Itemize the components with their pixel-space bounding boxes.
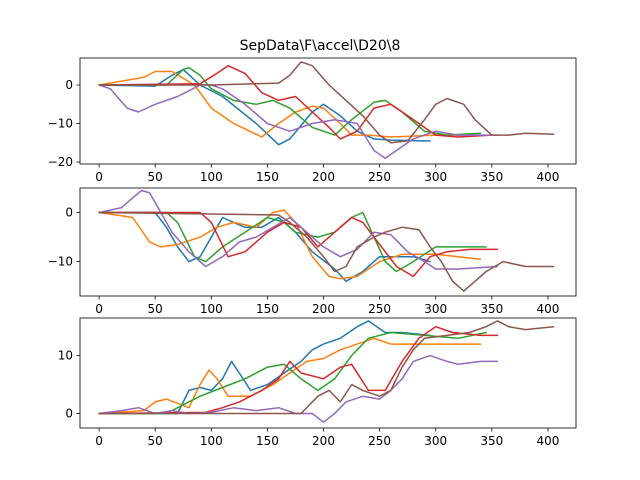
y-tick-label: −10 <box>48 117 73 131</box>
x-tick-label: 300 <box>424 302 447 316</box>
y-tick-label: −20 <box>48 155 73 169</box>
x-tick-label: 50 <box>148 434 163 448</box>
x-tick-label: 400 <box>536 434 559 448</box>
y-tick-label: 10 <box>58 349 73 363</box>
y-tick-label: 0 <box>65 78 73 92</box>
x-tick-label: 100 <box>200 170 223 184</box>
x-tick-label: 200 <box>312 170 335 184</box>
x-tick-label: 400 <box>536 302 559 316</box>
x-tick-label: 100 <box>200 302 223 316</box>
subplot-2: 0 50 100 150 200 250 300 350 400 −10 0 <box>48 187 577 316</box>
subplot-1: 0 50 100 150 200 250 300 350 400 −20 −10 0 <box>48 57 577 184</box>
series-line-1 <box>98 68 431 146</box>
y-tick-label: −10 <box>48 255 73 269</box>
series-line-2 <box>98 209 482 280</box>
x-tick-label: 250 <box>368 302 391 316</box>
series-line-2 <box>98 337 482 415</box>
series-line-5 <box>98 354 499 423</box>
series-line-3 <box>98 211 487 273</box>
x-tick-label: 150 <box>256 434 279 448</box>
x-tick-label: 0 <box>95 302 103 316</box>
series-line-2 <box>98 70 482 138</box>
x-tick-label: 0 <box>95 434 103 448</box>
series-line-1 <box>98 320 431 415</box>
series-line-3 <box>98 66 482 136</box>
x-tick-label: 50 <box>148 302 163 316</box>
x-tick-label: 400 <box>536 170 559 184</box>
series-line-6 <box>98 211 555 292</box>
x-tick-label: 100 <box>200 434 223 448</box>
y-tick-label: 0 <box>65 407 73 421</box>
y-tick-label: 0 <box>65 206 73 220</box>
x-tick-label: 200 <box>312 434 335 448</box>
series-line-4 <box>98 211 499 278</box>
series-line-6 <box>98 320 555 415</box>
series-line-1 <box>98 211 431 283</box>
x-tick-label: 300 <box>424 170 447 184</box>
series-line-5 <box>98 84 499 159</box>
x-tick-label: 150 <box>256 170 279 184</box>
x-tick-label: 50 <box>148 170 163 184</box>
axes-frame <box>79 187 577 297</box>
x-tick-label: 0 <box>95 170 103 184</box>
series-line-4 <box>98 325 499 415</box>
figure-title: SepData\F\accel\D20\8 <box>240 38 401 54</box>
series-line-6 <box>98 61 555 144</box>
x-tick-label: 350 <box>480 302 503 316</box>
x-tick-label: 250 <box>368 170 391 184</box>
x-tick-label: 250 <box>368 434 391 448</box>
x-tick-label: 350 <box>480 434 503 448</box>
subplot-3: 0 50 100 150 200 250 300 350 400 0 10 <box>58 317 577 448</box>
x-tick-label: 150 <box>256 302 279 316</box>
x-tick-label: 200 <box>312 302 335 316</box>
series-line-5 <box>98 189 499 270</box>
x-tick-label: 350 <box>480 170 503 184</box>
series-line-3 <box>98 331 487 415</box>
x-tick-label: 300 <box>424 434 447 448</box>
series-line-4 <box>98 64 493 140</box>
axes-frame <box>79 317 577 429</box>
axes-frame <box>79 57 577 165</box>
